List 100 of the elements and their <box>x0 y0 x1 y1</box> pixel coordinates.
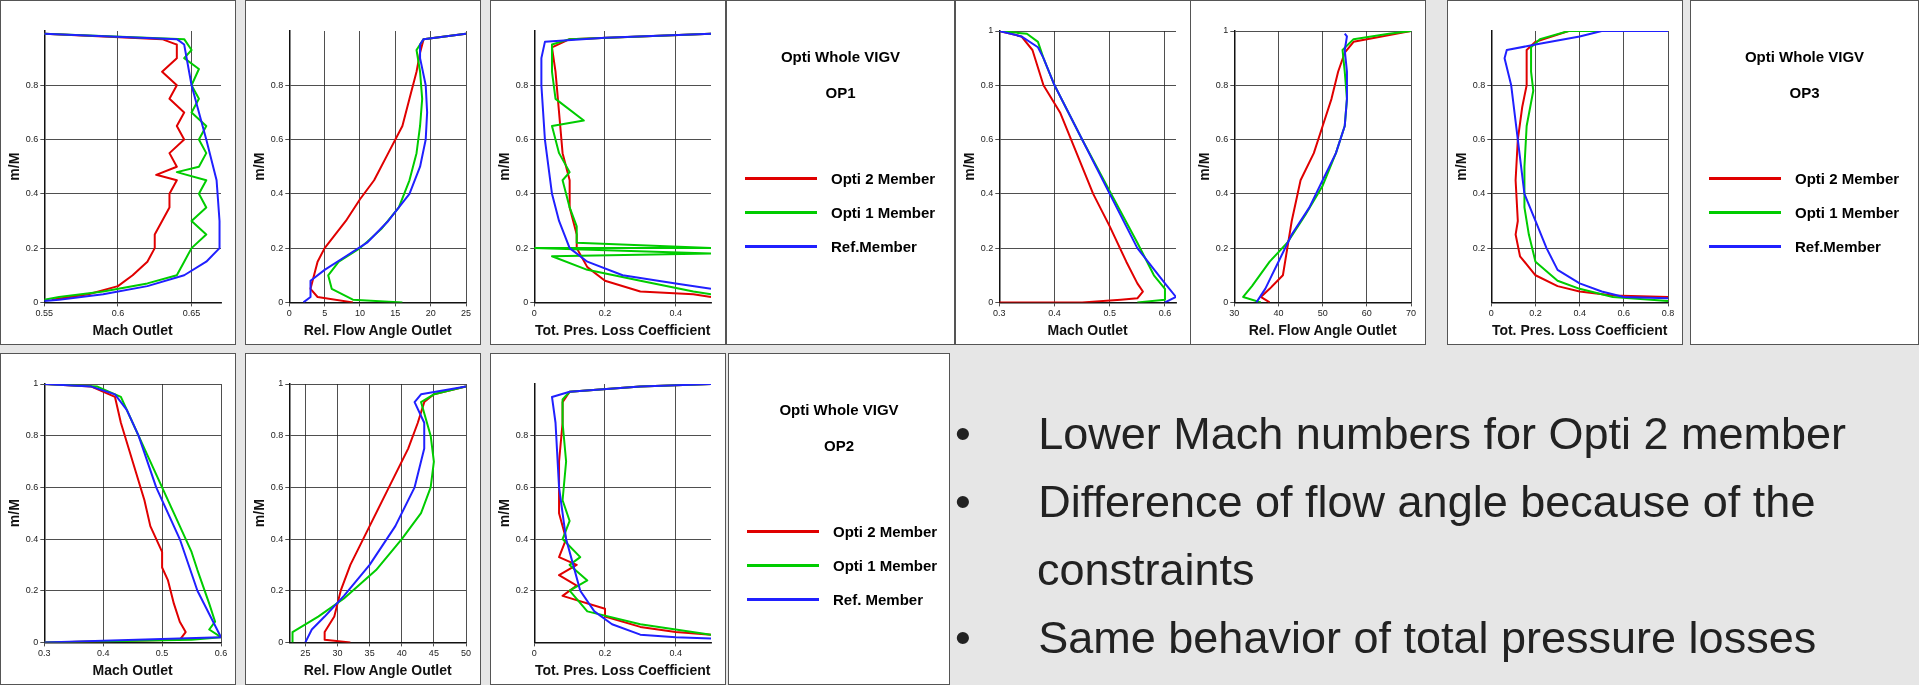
text: • Difference of flow angle because of the constraints <box>955 475 1817 597</box>
x-tick-label: 0.4 <box>96 648 110 659</box>
y-tick-label: 0.6 <box>270 134 284 145</box>
y-tick-label: 0.4 <box>1472 188 1486 199</box>
x-tick-label: 0.8 <box>1661 308 1675 319</box>
text: • Same behavior of total pressure losses <box>955 611 1818 665</box>
y-axis-title: m/M <box>961 152 978 181</box>
y-tick-label: 0.2 <box>270 242 284 253</box>
y-tick-label: 0.6 <box>515 481 529 492</box>
y-tick-label: 0.2 <box>25 585 39 596</box>
y-axis-title: m/M <box>1196 152 1213 181</box>
y-tick-label: 0.4 <box>515 533 529 544</box>
y-tick-label: 0 <box>278 296 284 307</box>
x-tick-label: 0.6 <box>214 648 228 659</box>
x-tick-label: 0.3 <box>993 308 1006 319</box>
y-tick-label: 1 <box>33 378 39 389</box>
legend-label: Opti 1 Member <box>833 556 938 574</box>
text: Opti Whole VIGV OP1 <box>780 48 901 101</box>
y-tick-label: 0.6 <box>1472 134 1486 145</box>
x-tick-label: 0 <box>286 308 292 319</box>
y-tick-label: 0 <box>523 296 529 307</box>
y-tick-label: 0.4 <box>25 533 39 544</box>
y-tick-label: 0.6 <box>270 481 284 492</box>
y-tick-label: 0.6 <box>25 481 39 492</box>
x-tick-label: 30 <box>1229 308 1240 319</box>
y-tick-label: 0.8 <box>1215 79 1229 90</box>
x-tick-label: 30 <box>332 648 343 659</box>
y-tick-label: 0 <box>1223 296 1229 307</box>
y-tick-label: 0.4 <box>270 533 284 544</box>
text: Opti Whole VIGV OP2 <box>779 401 899 454</box>
x-tick-label: 25 <box>300 648 311 659</box>
legend-label: Ref.Member <box>831 237 917 255</box>
y-tick-label: 1 <box>988 25 994 36</box>
y-tick-label: 0.8 <box>270 79 284 90</box>
x-tick-label: 0.4 <box>1573 308 1586 319</box>
x-tick-label: 20 <box>425 308 436 319</box>
legend-label: Opti 1 Member <box>1795 203 1900 221</box>
x-tick-label: 0.2 <box>598 648 612 659</box>
y-tick-label: 0.8 <box>25 430 39 441</box>
y-tick-label: 0.8 <box>270 430 284 441</box>
y-tick-label: 0.4 <box>515 188 529 199</box>
y-tick-label: 0.2 <box>515 242 529 253</box>
legend-label: Opti 2 Member <box>833 522 938 540</box>
legend-label: Opti 2 Member <box>831 169 936 187</box>
x-tick-label: 0.4 <box>669 648 682 659</box>
y-tick-label: 1 <box>278 378 284 389</box>
x-tick-label: 0 <box>1488 308 1494 319</box>
x-tick-label: 50 <box>1317 308 1328 319</box>
y-tick-label: 0.8 <box>515 430 529 441</box>
y-axis-title: m/M <box>251 499 268 528</box>
y-axis-title: m/M <box>496 152 513 181</box>
y-tick-label: 0.2 <box>980 242 994 253</box>
text: • Lower Mach numbers for Opti 2 member <box>955 407 1848 461</box>
y-tick-label: 0 <box>33 636 39 647</box>
x-tick-label: 0.5 <box>1103 308 1116 319</box>
x-tick-label: 10 <box>354 308 365 319</box>
x-tick-label: 0.3 <box>38 648 51 659</box>
y-tick-label: 1 <box>1223 25 1229 36</box>
y-tick-label: 0 <box>988 296 994 307</box>
x-axis-title: Mach Outlet <box>92 322 174 339</box>
x-tick-label: 0.6 <box>1617 308 1631 319</box>
x-axis-title: Rel. Flow Angle Outlet <box>303 662 453 679</box>
y-tick-label: 0.6 <box>1215 134 1229 145</box>
x-tick-label: 15 <box>390 308 401 319</box>
y-tick-label: 0 <box>33 296 39 307</box>
x-tick-label: 0.6 <box>111 308 125 319</box>
y-tick-label: 0.2 <box>25 242 39 253</box>
x-tick-label: 70 <box>1405 308 1417 319</box>
x-tick-label: 0.4 <box>669 308 682 319</box>
y-tick-label: 0.8 <box>980 79 994 90</box>
legend-label: Ref.Member <box>1795 237 1881 255</box>
x-tick-label: 0.2 <box>598 308 612 319</box>
y-tick-label: 0 <box>278 636 284 647</box>
y-axis-title: m/M <box>6 499 23 528</box>
y-tick-label: 0.6 <box>980 134 994 145</box>
x-axis-title: Mach Outlet <box>1047 322 1129 339</box>
y-axis-title: m/M <box>1453 152 1470 181</box>
legend-label: Ref. Member <box>833 590 924 608</box>
y-tick-label: 0.4 <box>1215 188 1229 199</box>
x-axis-title: Rel. Flow Angle Outlet <box>303 322 453 339</box>
x-axis-title: Tot. Pres. Loss Coefficient <box>1491 322 1668 339</box>
x-tick-label: 0.4 <box>1048 308 1061 319</box>
y-tick-label: 0.4 <box>270 188 284 199</box>
y-tick-label: 0.8 <box>25 79 39 90</box>
y-tick-label: 0.2 <box>1215 242 1229 253</box>
y-tick-label: 0.4 <box>980 188 994 199</box>
y-axis-title: m/M <box>251 152 268 181</box>
x-axis-title: Rel. Flow Angle Outlet <box>1248 322 1398 339</box>
x-axis-title: Tot. Pres. Loss Coefficient <box>534 662 711 679</box>
y-tick-label: 0.8 <box>515 79 529 90</box>
x-tick-label: 0 <box>531 648 537 659</box>
x-tick-label: 40 <box>1273 308 1284 319</box>
y-tick-label: 0.2 <box>515 585 529 596</box>
y-tick-label: 0.4 <box>25 188 39 199</box>
x-tick-label: 0.6 <box>1158 308 1172 319</box>
x-tick-label: 60 <box>1361 308 1372 319</box>
x-axis-title: Mach Outlet <box>92 662 174 679</box>
y-tick-label: 0.2 <box>1472 242 1486 253</box>
y-tick-label: 0.2 <box>270 585 284 596</box>
x-tick-label: 35 <box>364 648 375 659</box>
